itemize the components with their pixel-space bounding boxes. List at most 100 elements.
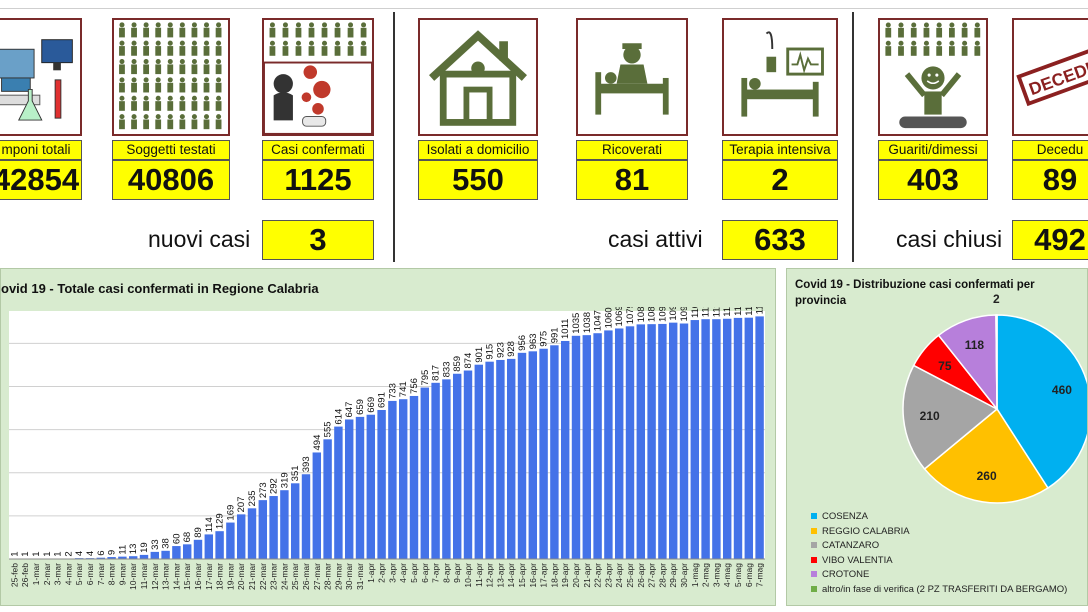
bar	[280, 490, 289, 559]
legend-item: COSENZA	[811, 511, 868, 522]
x-tick-label: 9-mar	[117, 563, 127, 585]
pie-data-label: 2	[993, 292, 1000, 306]
person-icon	[119, 95, 125, 101]
bar-data-label: 928	[506, 341, 517, 357]
deceased-graphic: DECEDUTI	[1016, 44, 1088, 107]
bar	[506, 358, 516, 559]
person-icon	[179, 59, 185, 65]
person-icon	[119, 119, 125, 130]
person-icon	[131, 22, 137, 28]
person-icon	[131, 40, 137, 46]
bar-data-label: 756	[409, 378, 420, 394]
bar-data-label: 817	[431, 365, 442, 381]
person-icon	[155, 46, 162, 56]
x-tick-label: 17-apr	[539, 563, 549, 588]
recovered-person-icon	[878, 18, 988, 136]
legend-swatch	[811, 542, 817, 549]
person-icon	[203, 114, 210, 120]
person-icon	[282, 22, 288, 28]
x-tick-label: 4-mar	[63, 563, 73, 585]
bar-data-label: 4	[74, 551, 85, 556]
bar-data-label: 1108	[690, 307, 701, 318]
x-tick-label: 20-mar	[236, 563, 246, 590]
legend-swatch	[811, 571, 817, 578]
person-icon	[191, 101, 198, 111]
bar	[604, 330, 613, 559]
bar-data-label: 494	[312, 435, 323, 451]
bar-data-label: 2	[63, 551, 74, 556]
x-tick-label: 3-apr	[387, 563, 397, 583]
pie-data-label: 260	[977, 469, 997, 483]
bar-data-label: 874	[463, 353, 474, 369]
person-icon	[191, 40, 197, 46]
pie-data-label: 460	[1052, 383, 1072, 397]
bar	[593, 333, 602, 559]
person-icon	[216, 22, 222, 28]
legend-swatch	[811, 556, 817, 563]
bar	[312, 452, 322, 559]
x-tick-label: 15-mar	[182, 563, 192, 590]
person-icon	[295, 27, 302, 38]
bar-data-label: 1	[20, 551, 31, 556]
person-icon	[167, 101, 174, 111]
x-tick-label: 29-mar	[333, 563, 343, 590]
bar-data-label: 4	[85, 551, 96, 556]
bar	[258, 500, 268, 559]
recovered-graphic	[880, 22, 986, 134]
x-tick-label: 20-apr	[571, 563, 581, 588]
x-tick-label: 2-mar	[42, 563, 52, 585]
bar	[290, 483, 300, 559]
person-icon	[974, 22, 980, 28]
bar	[172, 546, 181, 559]
legend-item: VIBO VALENTIA	[811, 555, 893, 566]
lab-equipment-icon	[0, 18, 82, 136]
person-icon	[269, 22, 275, 28]
person-icon	[119, 114, 125, 120]
person-icon	[361, 22, 367, 28]
person-icon	[179, 77, 185, 83]
bar-data-label: 60	[171, 533, 182, 544]
person-icon	[961, 46, 968, 56]
person-icon	[203, 59, 210, 65]
person-icon	[119, 82, 125, 93]
section-divider	[852, 12, 854, 262]
x-tick-label: 15-apr	[517, 563, 527, 588]
card-value-isolati: 550	[418, 160, 538, 200]
person-icon	[923, 40, 929, 46]
legend-label: CATANZARO	[822, 540, 880, 551]
bar-data-label: 1	[42, 551, 53, 556]
x-tick-label: 14-mar	[171, 563, 181, 590]
person-icon	[143, 59, 149, 65]
bar	[118, 556, 127, 559]
bar-data-label: 169	[225, 505, 236, 521]
person-icon	[155, 119, 162, 130]
bar	[128, 556, 138, 559]
x-tick-label: 11-apr	[474, 563, 484, 587]
card-label-intensiva: Terapia intensiva	[722, 140, 838, 160]
bar	[301, 474, 311, 559]
person-icon	[155, 40, 161, 46]
x-tick-label: 8-apr	[441, 563, 451, 583]
x-tick-label: 26-apr	[636, 563, 646, 588]
person-icon	[119, 22, 125, 28]
card-value-guariti: 403	[878, 160, 988, 200]
person-icon	[216, 95, 222, 101]
person-icon	[119, 46, 125, 56]
person-icon	[191, 82, 198, 93]
x-tick-label: 31-mar	[355, 563, 365, 590]
person-icon	[216, 114, 222, 120]
bar-data-label: 1112	[711, 307, 722, 317]
bar-data-label: 235	[247, 490, 258, 506]
x-tick-label: 27-apr	[647, 563, 657, 588]
bar-data-label: 669	[366, 397, 377, 413]
person-icon	[321, 46, 328, 56]
person-icon	[167, 114, 173, 120]
bar-data-label: 1069	[614, 307, 625, 326]
person-icon	[155, 101, 162, 111]
person-icon	[203, 95, 210, 101]
bar-data-label: 6	[96, 550, 107, 555]
bar-data-label: 923	[495, 342, 506, 358]
person-icon	[143, 101, 150, 111]
person-icon	[216, 59, 222, 65]
